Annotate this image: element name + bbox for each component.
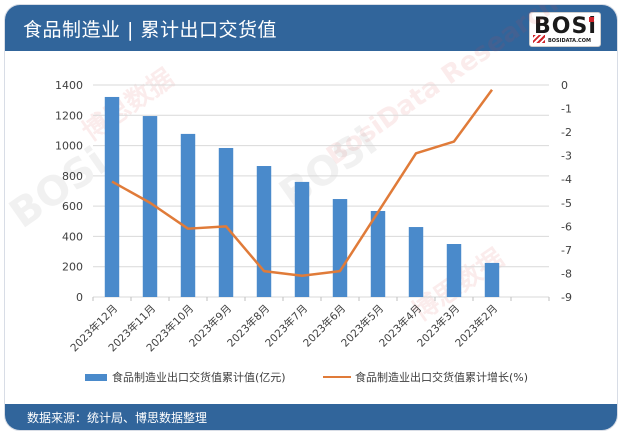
right-axis-tick: -5 xyxy=(561,197,572,210)
page-title: 食品制造业 | 累计出口交货值 xyxy=(23,19,277,41)
legend-item-bar: 食品制造业出口交货值累计值(亿元) xyxy=(85,369,286,385)
left-axis-tick: 800 xyxy=(62,170,83,183)
legend-bar-label: 食品制造业出口交货值累计值(亿元) xyxy=(112,371,286,384)
left-axis-tick: 0 xyxy=(76,291,83,304)
left-axis-tick: 400 xyxy=(62,230,83,243)
chart-legend: 食品制造业出口交货值累计值(亿元) 食品制造业出口交货值累计增长(%) xyxy=(5,369,617,385)
bar xyxy=(484,262,500,297)
header-bar: 食品制造业 | 累计出口交货值 BOSi BOSIDATA.COM xyxy=(5,5,617,51)
bar xyxy=(104,96,120,297)
bar xyxy=(218,147,234,297)
right-axis-tick: -2 xyxy=(561,126,572,139)
right-axis-tick: -9 xyxy=(561,291,572,304)
bar xyxy=(294,181,310,297)
left-axis-tick: 1400 xyxy=(55,79,83,92)
left-axis-tick: 600 xyxy=(62,200,83,213)
combo-chart: 0 200 400 600 800 1000 1200 1400 0 -1 -2 -3 -4 -5 -6 -7… xyxy=(55,79,572,354)
bosi-logo: BOSi BOSIDATA.COM xyxy=(529,12,601,47)
right-axis-tick: -7 xyxy=(561,244,572,257)
legend-line-label: 食品制造业出口交货值累计增长(%) xyxy=(355,371,529,384)
right-axis-tick: -3 xyxy=(561,150,572,163)
footer-bar: 数据来源：统计局、博思数据整理 xyxy=(5,404,617,430)
growth-line xyxy=(111,88,494,278)
chart-card: 食品制造业 | 累计出口交货值 BOSi BOSIDATA.COM 博思数据 B… xyxy=(4,4,618,431)
line-swatch-icon xyxy=(323,376,351,378)
logo-stripe-icon xyxy=(533,35,545,43)
left-axis-tick: 1200 xyxy=(55,109,83,122)
bar xyxy=(370,210,386,297)
legend-item-line: 食品制造业出口交货值累计增长(%) xyxy=(323,369,528,385)
bar xyxy=(180,133,196,297)
logo-text: BOSi xyxy=(534,14,597,39)
right-axis-tick: -4 xyxy=(561,173,572,186)
data-source: 数据来源：统计局、博思数据整理 xyxy=(27,411,208,425)
bar xyxy=(408,227,424,297)
bar-swatch-icon xyxy=(85,373,107,381)
right-axis-tick: -8 xyxy=(561,267,572,280)
logo-subtext: BOSIDATA.COM xyxy=(548,38,591,44)
logo-dot-icon xyxy=(589,17,594,22)
left-axis-tick: 1000 xyxy=(55,140,83,153)
bar xyxy=(332,199,348,297)
right-axis-tick: 0 xyxy=(561,79,568,92)
bar xyxy=(446,244,462,297)
bar xyxy=(256,166,272,297)
right-axis-tick: -1 xyxy=(561,103,572,116)
left-axis-tick: 200 xyxy=(62,261,83,274)
bar xyxy=(142,116,158,298)
right-axis-tick: -6 xyxy=(561,220,572,233)
